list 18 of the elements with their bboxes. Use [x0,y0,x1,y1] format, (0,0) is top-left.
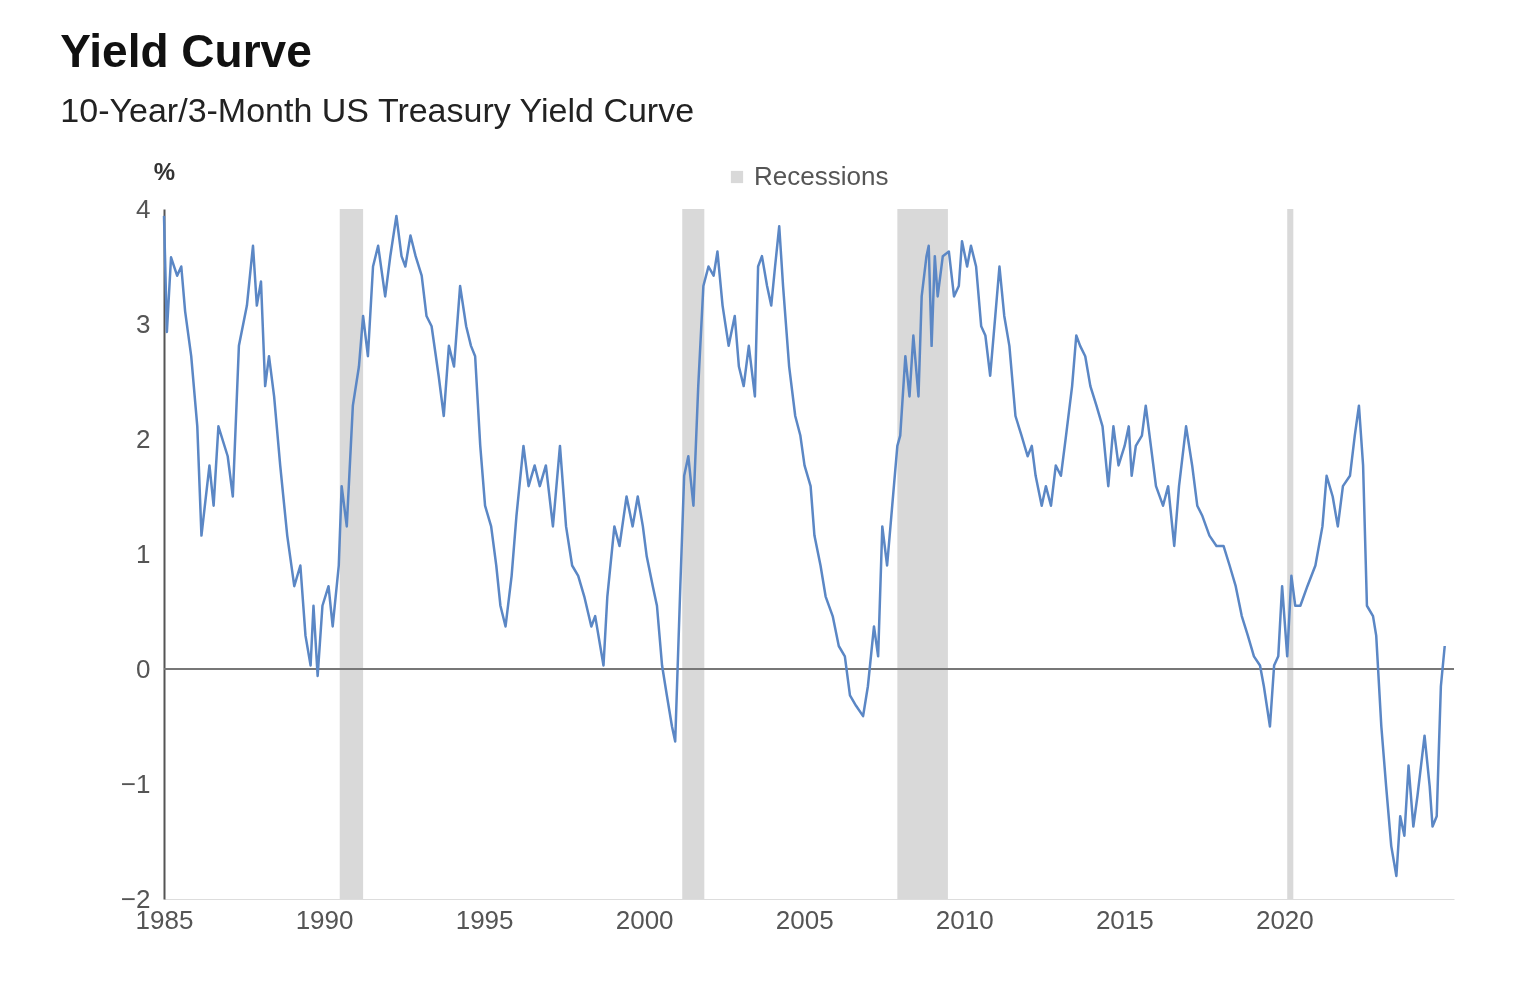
y-tick-label: 4 [136,193,151,224]
x-tick-label: 2000 [615,904,674,935]
line-series [162,214,1446,878]
x-tick-label: 2010 [935,904,994,935]
x-tick-label: 1995 [455,904,514,935]
y-tick-label: 2 [136,423,151,454]
chart-subtitle: 10-Year/3-Month US Treasury Yield Curve [60,91,695,129]
y-axis-title: % [153,157,176,185]
x-tick-label: 2005 [775,904,834,935]
y-tick-label: 3 [136,308,151,339]
y-tick-label: −1 [120,768,151,799]
chart-title: Yield Curve [60,25,312,77]
y-tick-label: 0 [136,653,151,684]
legend-label: Recessions [754,161,889,191]
x-tick-label: 2015 [1095,904,1154,935]
x-tick-label: 2020 [1255,904,1314,935]
x-tick-label: 1990 [295,904,354,935]
y-tick-label: 1 [136,538,151,569]
